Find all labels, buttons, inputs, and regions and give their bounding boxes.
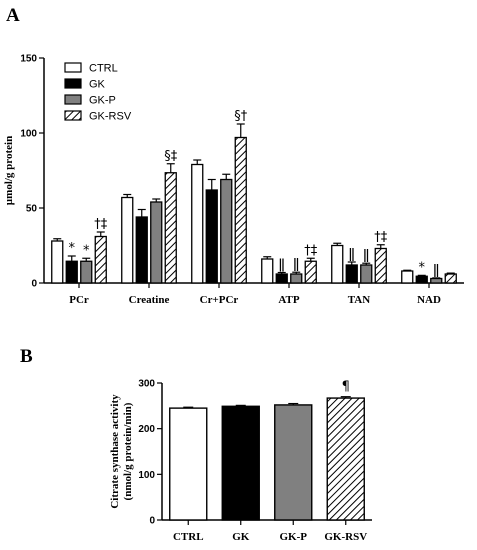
bar-ctrl-pcr: [51, 240, 64, 284]
bar-ctrl-crpcr: [191, 163, 204, 284]
bar-gk-pcr: [65, 260, 78, 284]
significance-mark: †‡: [374, 230, 388, 245]
bar-gk-creatine: [135, 216, 148, 284]
y-tick-label: 300: [138, 379, 155, 390]
y-tick-label: 100: [138, 470, 155, 481]
bar-gk-p-tan: [360, 264, 373, 284]
y-tick-label: 0: [149, 516, 155, 527]
legend-label-gk-rsv: GK-RSV: [89, 111, 132, 123]
significance-mark: †‡: [94, 217, 108, 232]
x-tick-label: GK-RSV: [324, 531, 367, 543]
bar-gk-rsv-pcr: [94, 235, 107, 284]
bar-gk-crpcr: [205, 189, 218, 284]
bar-ctrl: [169, 407, 208, 521]
chart-b: 0 100 200 300 Citrate synthase activity (nmol…: [109, 379, 372, 543]
significance-mark: ǁ: [363, 248, 369, 263]
legend-swatch-gk-p: [64, 94, 82, 105]
x-tick-label: GK: [232, 531, 250, 543]
panel-b-label: B: [20, 346, 33, 367]
legend-label-ctrl: CTRL: [89, 63, 118, 75]
y-tick-label: 0: [31, 279, 37, 290]
bar-gk-p-creatine: [150, 201, 163, 284]
y-tick-label: 100: [20, 129, 37, 140]
significance-mark: ǁ: [279, 258, 285, 273]
bar-gk-p-nad: [430, 277, 443, 284]
bar-gk: [221, 405, 260, 521]
bar-ctrl-tan: [331, 244, 344, 284]
bar-gk-p-atp: [290, 273, 303, 284]
legend-swatch-gk: [64, 78, 82, 89]
bar-ctrl-creatine: [121, 196, 134, 284]
bar-ctrl-nad: [401, 270, 414, 284]
bar-gk-nad: [415, 275, 428, 284]
x-tick-label: ATP: [278, 294, 299, 306]
x-tick-label: Creatine: [129, 294, 170, 306]
bar-gk-rsv: [326, 397, 365, 521]
y-axis-title: µmol/g protein: [3, 136, 15, 205]
significance-mark: *: [69, 241, 76, 256]
bar-gk-rsv-tan: [374, 247, 387, 284]
bar-gk-tan: [345, 264, 358, 284]
bar-gk-p-pcr: [80, 260, 93, 284]
significance-mark: ǁ: [433, 263, 439, 278]
bar-gk-atp: [275, 273, 288, 284]
legend-swatch-gk-rsv: [64, 110, 82, 121]
bar-ctrl-atp: [261, 258, 274, 284]
significance-mark: §‡: [164, 149, 178, 164]
y-axis-title-line2: (nmol/g protein/min): [122, 402, 134, 500]
bar-gk-rsv-atp: [304, 260, 317, 284]
bar-gk-rsv-crpcr: [234, 136, 247, 284]
chart-a: 0 50 100 150 µmol/g protein PCr Creatine Cr+PCr…: [3, 54, 464, 306]
y-axis-title-line1: Citrate synthase activity: [109, 394, 121, 509]
x-tick-label: TAN: [348, 294, 370, 306]
significance-mark: ¶: [342, 380, 350, 395]
bar-gk-rsv-nad: [444, 273, 457, 284]
y-tick-label: 150: [20, 54, 37, 65]
panel-a-label: A: [6, 5, 20, 26]
x-tick-label: CTRL: [173, 531, 204, 543]
x-tick-label: PCr: [69, 294, 89, 306]
y-tick-label: 200: [138, 424, 155, 435]
y-tick-label: 50: [26, 204, 38, 215]
x-tick-label: NAD: [417, 294, 441, 306]
bar-gk-p-crpcr: [220, 178, 233, 284]
legend-label-gk: GK: [89, 79, 106, 91]
legend-label-gk-p: GK-P: [89, 95, 116, 107]
legend-swatch-ctrl: [64, 62, 82, 73]
x-tick-label: Cr+PCr: [200, 294, 239, 306]
bar-gk-p: [274, 404, 313, 521]
significance-mark: ǁ: [349, 247, 355, 262]
bar-gk-rsv-creatine: [164, 172, 177, 284]
significance-mark: †‡: [304, 243, 318, 258]
significance-mark: *: [419, 260, 426, 275]
significance-mark: ǁ: [293, 257, 299, 272]
x-tick-label: GK-P: [280, 531, 308, 543]
significance-mark: §†: [234, 109, 248, 124]
significance-mark: *: [83, 243, 90, 258]
